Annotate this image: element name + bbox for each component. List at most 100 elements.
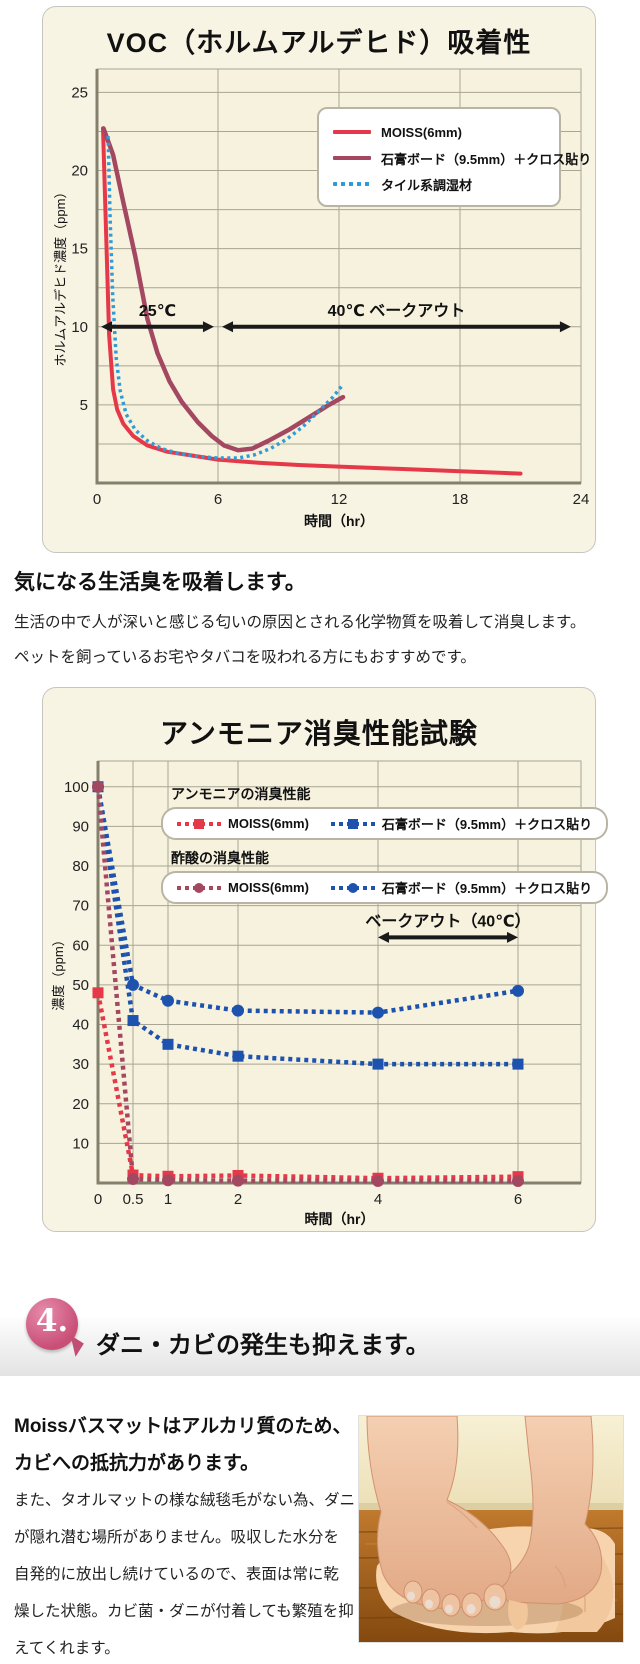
legend-group-pill: MOISS(6mm) 石膏ボード（9.5mm）＋クロス貼り — [161, 871, 609, 904]
y-tick-label: 25 — [71, 84, 88, 101]
y-tick-label: 60 — [72, 937, 89, 954]
y-tick-label: 5 — [80, 397, 88, 414]
arrowhead-left-icon — [222, 321, 234, 333]
legend-label: MOISS(6mm) — [381, 124, 462, 140]
legend-item: 石膏ボード（9.5mm）＋クロス貼り — [333, 145, 591, 171]
legend-label: 石膏ボード（9.5mm）＋クロス貼り — [381, 151, 592, 167]
legend-swatch-gypsum-board — [333, 156, 371, 160]
x-tick-label: 0 — [93, 491, 101, 508]
arrowhead-right-icon — [559, 321, 571, 333]
ammonia-chart-svg: ベークアウト（40℃） 0 0.5 1 2 4 6 10 20 30 40 50 60 70 80 90 100… — [51, 760, 582, 1227]
baseboard — [359, 1503, 623, 1510]
feet-photo-illustration — [358, 1415, 624, 1642]
marker-ammonia-gypsum — [512, 1058, 524, 1070]
legend-swatch-acetic-moiss — [177, 882, 221, 894]
x-tick-label: 6 — [514, 1191, 522, 1208]
toenails — [407, 1591, 501, 1614]
x-axis-label: 時間（hr） — [305, 1211, 375, 1227]
series-acetic-moiss — [95, 786, 518, 1184]
voc-chart-legend: MOISS(6mm) 石膏ボード（9.5mm）＋クロス貼り タイル系調湿材 — [317, 107, 591, 207]
legend-label: 石膏ボード（9.5mm）＋クロス貼り — [381, 817, 593, 832]
circle-marker-icon — [347, 882, 358, 893]
mold-body-line: えてくれます。 — [14, 1640, 120, 1657]
annotation-label: 40℃ ベークアウト — [328, 302, 466, 320]
y-tick-label: 20 — [71, 163, 88, 180]
arrowhead-right-icon — [507, 931, 518, 943]
y-tick-label: 40 — [72, 1017, 89, 1034]
arrowhead-left-icon — [101, 321, 113, 333]
legend-label: MOISS(6mm) — [228, 816, 309, 831]
section4-heading: ダニ・カビの発生も抑えます。 — [96, 1332, 430, 1359]
ammonia-chart-title: アンモニア消臭性能試験 — [160, 718, 478, 749]
legend-group-label: アンモニアの消臭性能 — [171, 786, 311, 802]
legend-swatch-acetic-gypsum — [330, 882, 375, 894]
x-tick-label: 24 — [573, 491, 590, 508]
arrowhead-right-icon — [202, 321, 214, 333]
odor-body-line: 生活の中で人が深いと感じる匂いの原因とされる化学物質を吸着して消臭します。 — [14, 614, 586, 631]
y-tick-label: 15 — [71, 241, 88, 258]
y-tick-label: 50 — [72, 977, 89, 994]
y-tick-label: 70 — [72, 898, 89, 915]
marker-ammonia-gypsum — [232, 1050, 244, 1062]
legend-label: 石膏ボード（9.5mm）＋クロス貼り — [381, 881, 593, 896]
legend-label: タイル系調湿材 — [381, 177, 473, 193]
marker-acetic-gypsum — [127, 978, 139, 991]
x-axis-label: 時間（hr） — [304, 513, 374, 529]
odor-body-line: ペットを飼っているお宅やタバコを吸われる方にもおすすめです。 — [14, 649, 476, 666]
annotation-label: ベークアウト（40℃） — [365, 912, 530, 930]
marker-ammonia-gypsum — [127, 1015, 139, 1027]
series-ammonia-gypsum — [95, 786, 518, 1067]
circle-marker-icon — [194, 882, 204, 893]
ammonia-chart: ベークアウト（40℃） 0 0.5 1 2 4 6 10 20 30 40 50 60 70 80 90 100… — [43, 688, 595, 1231]
voc-chart: 25℃ 40℃ ベークアウト 0 6 12 18 24 5 10 15 20 25 時間（hr） ホルムア… — [43, 7, 595, 552]
x-tick-label: 0 — [94, 1191, 102, 1208]
series-moiss — [101, 126, 523, 476]
marker-acetic-moiss — [127, 1173, 139, 1186]
mold-body-line: が隠れ潜む場所がありません。吸収した水分を — [14, 1529, 340, 1546]
mold-lead-line: カビへの抵抗力があります。 — [14, 1453, 260, 1474]
marker-acetic-moiss — [92, 780, 104, 793]
series-tile-material — [106, 136, 345, 460]
series-ammonia-moiss — [95, 992, 519, 1181]
x-tick-label: 4 — [374, 1191, 382, 1208]
ammonia-chart-panel: ベークアウト（40℃） 0 0.5 1 2 4 6 10 20 30 40 50 60 70 80 90 100… — [42, 687, 609, 1232]
series-gypsum-board — [101, 126, 346, 453]
marker-acetic-gypsum — [372, 1006, 384, 1019]
y-tick-label: 100 — [64, 779, 89, 796]
towel-corner — [508, 1600, 528, 1630]
marker-acetic-gypsum — [512, 984, 524, 997]
section4-header: 4. ダニ・カビの発生も抑えます。 — [0, 1298, 640, 1376]
marker-acetic-moiss — [512, 1175, 524, 1188]
arrowhead-left-icon — [378, 931, 389, 943]
legend-group-pill: MOISS(6mm) 石膏ボード（9.5mm）＋クロス貼り — [161, 807, 609, 840]
series-acetic-gypsum — [95, 786, 519, 1015]
x-tick-label: 2 — [234, 1191, 242, 1208]
marker-acetic-gypsum — [162, 994, 174, 1007]
marker-acetic-moiss — [232, 1174, 244, 1187]
right-leg-foot — [501, 1415, 603, 1605]
annotation-label: 25℃ — [139, 303, 176, 320]
marker-acetic-gypsum — [232, 1004, 244, 1017]
y-tick-label: 30 — [72, 1056, 89, 1073]
mold-lead-line: Moissバスマットはアルカリ質のため、 — [14, 1416, 352, 1437]
voc-chart-panel: 25℃ 40℃ ベークアウト 0 6 12 18 24 5 10 15 20 25 時間（hr） ホルムア… — [42, 6, 596, 553]
ammonia-chart-legend: アンモニアの消臭性能 MOISS(6mm) 石膏ボード（9.5mm）＋クロス貼り 酢酸… — [161, 784, 609, 912]
square-marker-icon — [347, 818, 358, 829]
legend-swatch-ammonia-gypsum — [330, 818, 375, 830]
odor-text-section: 気になる生活臭を吸着します。 生活の中で人が深いと感じる匂いの原因とされる化学物… — [14, 566, 626, 680]
marker-ammonia-gypsum — [162, 1038, 174, 1050]
legend-label: MOISS(6mm) — [228, 880, 309, 895]
legend-item: 石膏ボード（9.5mm）＋クロス貼り — [330, 878, 593, 897]
y-tick-label: 10 — [71, 319, 88, 336]
voc-chart-title: VOC（ホルムアルデヒド）吸着性 — [106, 28, 532, 58]
mold-body-line: 自発的に放出し続けているので、表面は常に乾 — [14, 1566, 339, 1583]
legend-item: MOISS(6mm) — [177, 816, 309, 831]
skin-shading — [446, 1501, 566, 1589]
x-tick-label: 0.5 — [123, 1191, 144, 1208]
feet-photo — [358, 1415, 624, 1643]
y-axis-label: ホルムアルデヒド濃度（ppm） — [53, 186, 68, 367]
legend-swatch-tile-material — [333, 182, 371, 186]
marker-ammonia-moiss — [92, 987, 104, 999]
odor-heading: 気になる生活臭を吸着します。 — [14, 571, 306, 594]
